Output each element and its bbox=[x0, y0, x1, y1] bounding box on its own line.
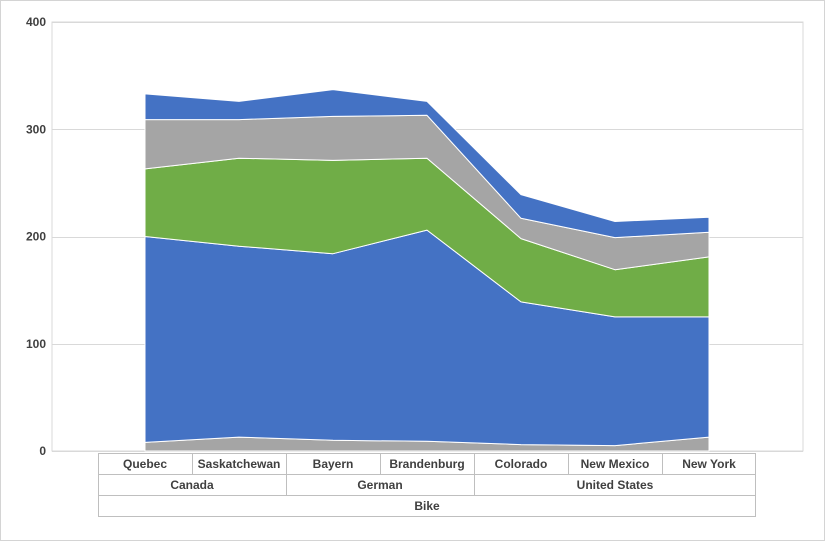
area-series bbox=[144, 89, 710, 452]
x-top-group-label: Bike bbox=[414, 499, 440, 513]
y-tick-label-100: 100 bbox=[26, 337, 46, 351]
x-category-label: Bayern bbox=[313, 457, 354, 471]
y-tick-label-400: 400 bbox=[26, 15, 46, 29]
x-group-label: Canada bbox=[170, 478, 214, 492]
x-category-label: New York bbox=[682, 457, 736, 471]
y-tick-label-0: 0 bbox=[39, 444, 46, 458]
y-tick-label-300: 300 bbox=[26, 122, 46, 136]
area-series-5 bbox=[144, 89, 710, 239]
y-axis: 0 100 200 300 400 bbox=[26, 15, 46, 458]
y-tick-label-200: 200 bbox=[26, 230, 46, 244]
x-category-label: Quebec bbox=[123, 457, 167, 471]
x-category-label: New Mexico bbox=[581, 457, 650, 471]
x-category-label: Colorado bbox=[495, 457, 548, 471]
x-category-label: Saskatchewan bbox=[198, 457, 281, 471]
x-category-label: Brandenburg bbox=[389, 457, 464, 471]
x-axis-table: Quebec Saskatchewan Bayern Brandenburg Color… bbox=[98, 453, 756, 517]
x-group-label: German bbox=[357, 478, 402, 492]
x-group-label: United States bbox=[577, 478, 654, 492]
